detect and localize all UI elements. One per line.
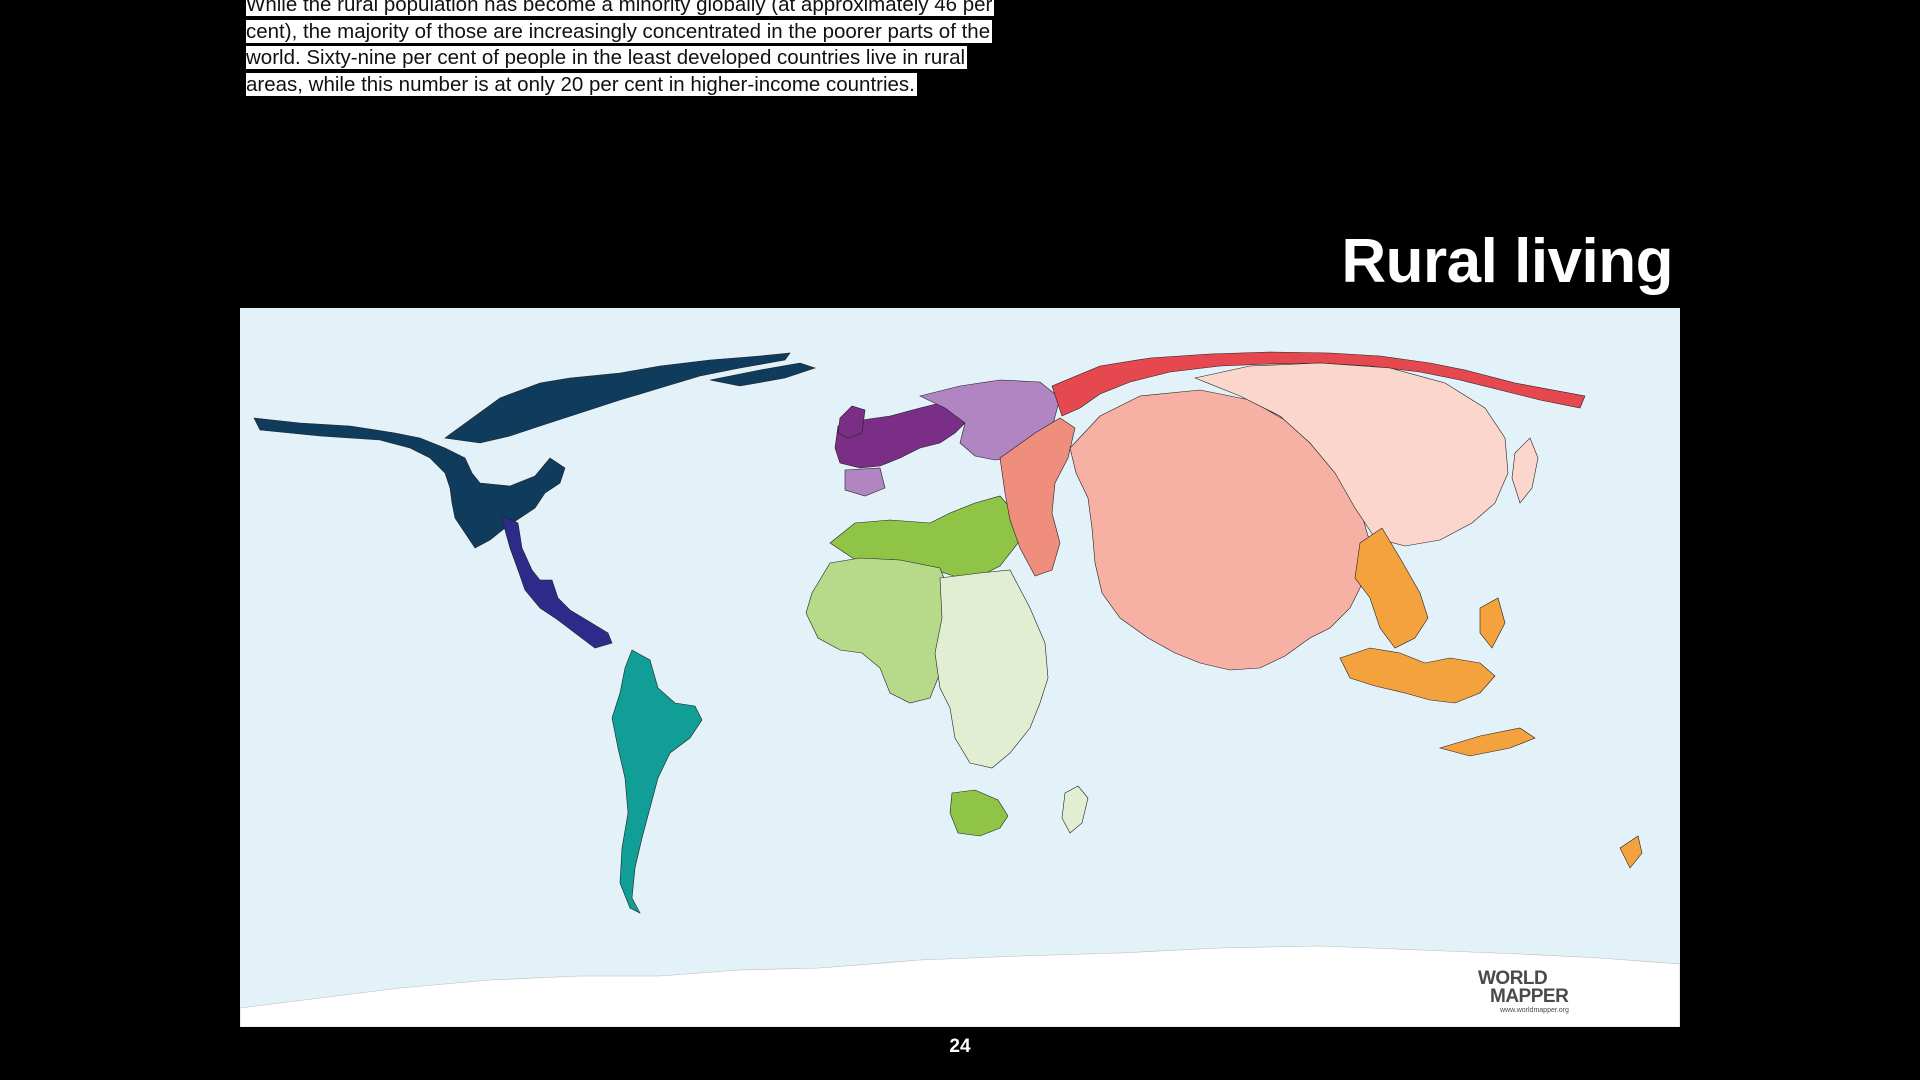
region-new-zealand (1619, 835, 1643, 869)
page-number: 24 (949, 1036, 971, 1057)
region-east-asia (1193, 362, 1509, 547)
region-southeast-asia (1354, 527, 1429, 649)
region-japan (1511, 437, 1539, 504)
slide-title: Rural living (1341, 227, 1673, 296)
logo-url: www.worldmapper.org (1500, 1007, 1569, 1014)
region-north-america (253, 417, 566, 549)
region-southern-africa-tip (949, 789, 1009, 837)
logo-line-2: MAPPER (1490, 986, 1569, 1007)
region-east-southern-africa (934, 569, 1049, 769)
body-text-highlight: While the rural population has become a … (246, 0, 995, 96)
region-west-africa (805, 557, 953, 704)
map-svg (240, 308, 1680, 1027)
region-oceania-strip (1438, 727, 1536, 757)
region-western-europe (834, 402, 971, 469)
region-central-america (501, 515, 613, 649)
region-middle-east (999, 417, 1076, 577)
region-russia (1051, 351, 1586, 417)
body-text: While the rural population has become a … (246, 0, 1006, 98)
region-british-isles (837, 405, 866, 439)
region-arctic-islands (444, 352, 791, 444)
region-greenland (709, 362, 816, 387)
world-cartogram-map: WORLD MAPPER www.worldmapper.org (240, 308, 1680, 1027)
region-philippines (1479, 597, 1506, 649)
region-antarctica (240, 945, 1680, 1027)
region-iberia (844, 467, 886, 497)
logo-line-1: WORLD (1478, 968, 1548, 989)
worldmapper-logo: WORLD MAPPER www.worldmapper.org (1478, 968, 1588, 1015)
region-south-america (611, 649, 703, 914)
region-madagascar (1061, 785, 1089, 834)
region-southeast-asia-islands (1339, 647, 1496, 704)
